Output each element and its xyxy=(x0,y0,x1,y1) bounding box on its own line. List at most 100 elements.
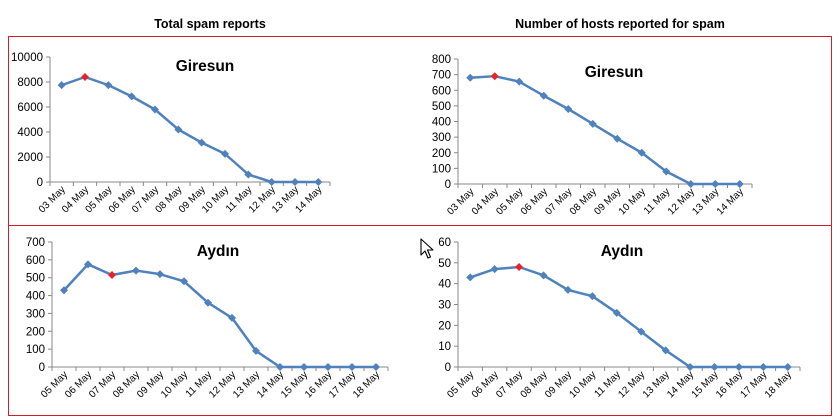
y-tick-label: 400 xyxy=(26,291,45,303)
data-point xyxy=(588,119,597,128)
y-tick-label: 0 xyxy=(445,179,451,191)
y-tick-label: 300 xyxy=(26,308,45,320)
y-tick-label: 400 xyxy=(432,117,451,129)
x-tick-label: 18 May xyxy=(351,369,382,400)
y-tick-label: 0 xyxy=(37,177,43,189)
data-point xyxy=(490,265,499,274)
y-tick-label: 500 xyxy=(26,273,45,285)
chart-title: Giresun xyxy=(176,58,235,75)
data-point xyxy=(324,363,332,371)
data-point xyxy=(300,363,308,371)
chart-title: Aydın xyxy=(197,243,239,260)
data-point xyxy=(759,363,768,371)
bottom-row-frame xyxy=(8,225,832,416)
y-tick-label: 40 xyxy=(438,279,451,291)
data-point xyxy=(57,81,66,90)
data-point xyxy=(174,125,183,134)
data-point xyxy=(637,327,646,336)
y-tick-label: 200 xyxy=(432,148,451,160)
data-point xyxy=(539,91,548,100)
highlighted-point xyxy=(515,263,524,271)
left-column-title: Total spam reports xyxy=(154,17,266,31)
y-tick-label: 20 xyxy=(438,320,451,332)
highlighted-point xyxy=(81,73,89,81)
y-tick-label: 700 xyxy=(432,70,451,82)
y-tick-label: 6000 xyxy=(17,102,43,114)
y-tick-label: 8000 xyxy=(17,77,43,89)
y-tick-label: 0 xyxy=(39,362,45,374)
data-point xyxy=(539,271,548,280)
x-tick-label: 18 May xyxy=(763,369,794,400)
y-tick-label: 60 xyxy=(438,237,451,249)
data-point xyxy=(60,286,68,295)
data-point xyxy=(244,170,253,179)
series-line xyxy=(63,263,376,369)
right-column-title: Number of hosts reported for spam xyxy=(515,17,725,31)
y-tick-label: 300 xyxy=(432,132,451,144)
x-tick-label: 14 May xyxy=(715,186,746,217)
data-point xyxy=(156,270,164,279)
mouse-pointer-icon xyxy=(420,238,434,265)
data-point xyxy=(127,92,136,101)
data-point xyxy=(221,149,229,158)
y-tick-label: 500 xyxy=(432,101,451,113)
x-tick-label: 14 May xyxy=(293,184,324,215)
data-point xyxy=(612,308,621,317)
y-tick-label: 100 xyxy=(432,163,451,175)
y-tick-label: 10000 xyxy=(11,52,43,64)
y-tick-label: 0 xyxy=(445,362,451,374)
y-tick-label: 100 xyxy=(26,344,45,356)
highlighted-point xyxy=(490,72,499,81)
data-point xyxy=(204,298,212,307)
data-point xyxy=(132,266,140,275)
data-point xyxy=(710,363,719,371)
data-point xyxy=(348,363,356,371)
y-tick-label: 700 xyxy=(26,237,45,249)
chart-title: Giresun xyxy=(585,64,644,81)
x-tick-label: 10 May xyxy=(159,369,190,400)
data-point xyxy=(563,285,572,294)
data-point xyxy=(661,346,670,355)
series-line xyxy=(469,265,788,369)
series-line xyxy=(61,75,319,184)
data-point xyxy=(314,178,323,186)
y-tick-label: 2000 xyxy=(17,152,43,164)
y-tick-label: 600 xyxy=(26,255,45,267)
data-point xyxy=(84,260,92,269)
data-point xyxy=(588,292,597,301)
y-tick-label: 600 xyxy=(432,85,451,97)
data-point xyxy=(151,105,159,114)
data-point xyxy=(372,363,380,371)
y-tick-label: 30 xyxy=(438,300,451,312)
data-point xyxy=(735,180,744,188)
chart-title: Aydın xyxy=(601,243,643,260)
data-point xyxy=(613,134,622,143)
highlighted-point xyxy=(108,271,116,280)
data-point xyxy=(686,363,695,371)
series-line xyxy=(470,74,740,186)
data-point xyxy=(564,105,573,113)
data-point xyxy=(515,77,524,86)
x-tick-label: 10 May xyxy=(617,186,648,217)
data-point xyxy=(711,180,720,188)
data-point xyxy=(662,167,671,176)
data-point xyxy=(276,363,284,371)
data-point xyxy=(637,148,646,157)
data-point xyxy=(104,81,113,90)
y-tick-label: 200 xyxy=(26,326,45,338)
x-tick-label: 10 May xyxy=(568,369,599,400)
data-point xyxy=(783,363,792,371)
data-point xyxy=(466,273,475,282)
y-tick-label: 10 xyxy=(438,341,451,353)
data-point xyxy=(252,346,260,355)
data-point xyxy=(267,178,276,186)
y-tick-label: 4000 xyxy=(17,127,43,139)
data-point xyxy=(197,138,206,147)
data-point xyxy=(466,73,475,82)
data-point xyxy=(734,363,743,371)
